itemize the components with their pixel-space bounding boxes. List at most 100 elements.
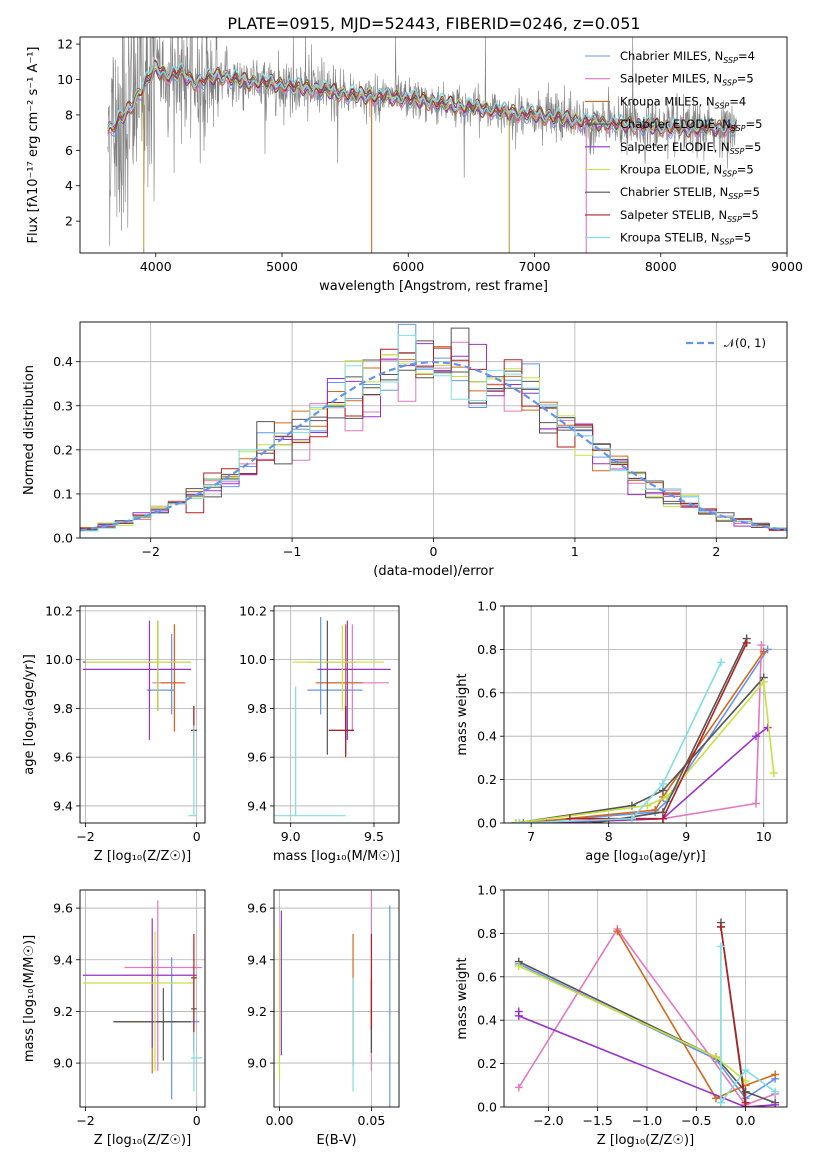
y-tick-label: 0.4 [477, 729, 497, 744]
x-axis-label: Z [log₁₀(Z/Z☉)] [94, 1133, 191, 1148]
normal-curve [80, 360, 787, 532]
model-spectrum-2 [107, 67, 737, 139]
y-tick-label: 10 [57, 72, 73, 87]
legend-label-5: Kroupa ELODIE, NSSP=5 [620, 163, 754, 179]
y-tick-label: 0.4 [53, 354, 73, 369]
weight-line-3 [515, 677, 765, 823]
weight-marker [741, 1066, 750, 1075]
x-tick-label: −2 [76, 829, 94, 844]
panel-weight-vs-Z: −2.0 −1.5 −1.0 −0.5 0.0 0.0 0.2 0.4 0.6 0.8 1.0 Z [… [455, 883, 788, 1148]
y-tick-label: 0.2 [53, 442, 73, 457]
x-tick-label: −2.0 [533, 1113, 563, 1128]
weight-marker [716, 922, 725, 931]
x-tick-label: 7000 [519, 259, 551, 274]
weight-marker [751, 799, 760, 808]
y-tick-label: 9.4 [53, 798, 73, 813]
weight-marker [741, 1098, 750, 1107]
x-tick-label: 9.5 [364, 829, 384, 844]
y-tick-label: 2 [65, 214, 73, 229]
weight-marker [771, 1087, 780, 1096]
y-axis-label: age [log₁₀(age/yr)] [22, 654, 37, 775]
y-tick-label: 9.4 [247, 952, 267, 967]
x-axis-label: wavelength [Angstrom, rest frame] [319, 279, 548, 294]
y-tick-label: 9.6 [53, 750, 73, 765]
weight-marker [716, 942, 725, 951]
x-tick-label: 0.05 [358, 1113, 386, 1128]
plot-area-residual-histogram [80, 322, 787, 538]
x-tick-label: 9 [682, 829, 690, 844]
weight-line-8 [720, 946, 776, 1106]
x-axis-label: E(B-V) [316, 1133, 356, 1148]
histogram-series-8 [80, 334, 787, 532]
y-tick-label: 0.4 [477, 1013, 497, 1028]
weight-marker [514, 961, 523, 970]
weight-marker [763, 723, 772, 732]
x-axis-label: Z [log₁₀(Z/Z☉)] [94, 849, 191, 864]
x-tick-label: 10 [756, 829, 772, 844]
model-spectrum-1 [107, 64, 737, 139]
weight-marker [519, 819, 528, 823]
weight-marker [716, 1098, 725, 1107]
y-axis-label: mass weight [455, 957, 470, 1039]
y-tick-label: 0.6 [477, 685, 497, 700]
x-tick-label: 2 [712, 544, 720, 559]
x-tick-label: −2 [76, 1113, 94, 1128]
y-tick-label: 9.4 [53, 952, 73, 967]
y-tick-label: 9.6 [53, 901, 73, 916]
y-tick-label: 0.8 [477, 642, 497, 657]
y-axis-label: Flux [fλ10⁻¹⁷ erg cm⁻² s⁻¹ A⁻¹] [26, 47, 41, 244]
figure-title: PLATE=0915, MJD=52443, FIBERID=0246, z=0… [227, 14, 640, 33]
x-tick-label: 9.0 [281, 829, 301, 844]
weight-marker [742, 638, 751, 647]
x-tick-label: 0.00 [266, 1113, 294, 1128]
plot-area-mass-vs-EBV [274, 890, 399, 1107]
y-tick-label: 0.0 [477, 1100, 497, 1115]
x-tick-label: −0.5 [681, 1113, 711, 1128]
y-tick-label: 0.1 [53, 486, 73, 501]
weight-marker [751, 732, 760, 741]
weight-line-1 [518, 927, 776, 1106]
x-axis-label: age [log₁₀(age/yr)] [585, 849, 706, 864]
x-tick-label: 5000 [266, 259, 298, 274]
weight-marker [771, 1100, 780, 1107]
y-axis-label: Normed distribution [22, 365, 37, 495]
x-tick-label: 0 [193, 1113, 201, 1128]
x-axis-label: mass [log₁₀(M/M☉)] [273, 849, 400, 864]
weight-marker [515, 819, 524, 823]
weight-line-8 [519, 662, 722, 823]
x-tick-label: 6000 [392, 259, 424, 274]
weight-marker [613, 927, 622, 936]
legend-label-6: Chabrier STELIB, NSSP=5 [620, 185, 760, 201]
x-tick-label: −2 [141, 544, 159, 559]
axes-frame [79, 605, 206, 824]
x-tick-label: 7 [527, 829, 535, 844]
weight-line-5 [515, 680, 775, 823]
weight-line-7 [720, 926, 747, 1103]
legend-label-0: Chabrier MILES, NSSP=4 [620, 49, 755, 65]
legend-label-8: Kroupa STELIB, NSSP=5 [620, 231, 751, 247]
plot-area-age-vs-mass [274, 606, 399, 823]
x-tick-label: 0.0 [736, 1113, 756, 1128]
y-tick-label: 0.6 [477, 969, 497, 984]
y-tick-label: 1.0 [477, 599, 497, 614]
y-tick-label: 9.8 [53, 701, 73, 716]
model-spectrum-3 [107, 67, 737, 138]
plot-area-age-vs-Z [80, 606, 205, 823]
y-tick-label: 9.6 [247, 901, 267, 916]
x-axis-label: Z [log₁₀(Z/Z☉)] [597, 1133, 694, 1148]
y-tick-label: 0.0 [53, 531, 73, 546]
weight-line-2 [523, 651, 765, 823]
x-tick-label: 0 [430, 544, 438, 559]
legend-label-4: Salpeter ELODIE, NSSP=5 [620, 140, 761, 156]
x-axis-label: (data-model)/error [373, 564, 494, 579]
legend-label-3: Chabrier ELODIE, NSSP=5 [620, 117, 762, 133]
weight-line-3 [518, 960, 776, 1104]
weight-marker [658, 814, 667, 823]
x-tick-label: 9000 [771, 259, 803, 274]
legend-label-2: Kroupa MILES, NSSP=4 [620, 94, 746, 110]
legend-label-1: Salpeter MILES, NSSP=5 [620, 72, 754, 88]
y-tick-label: 8 [65, 107, 73, 122]
x-tick-label: 0 [193, 829, 201, 844]
